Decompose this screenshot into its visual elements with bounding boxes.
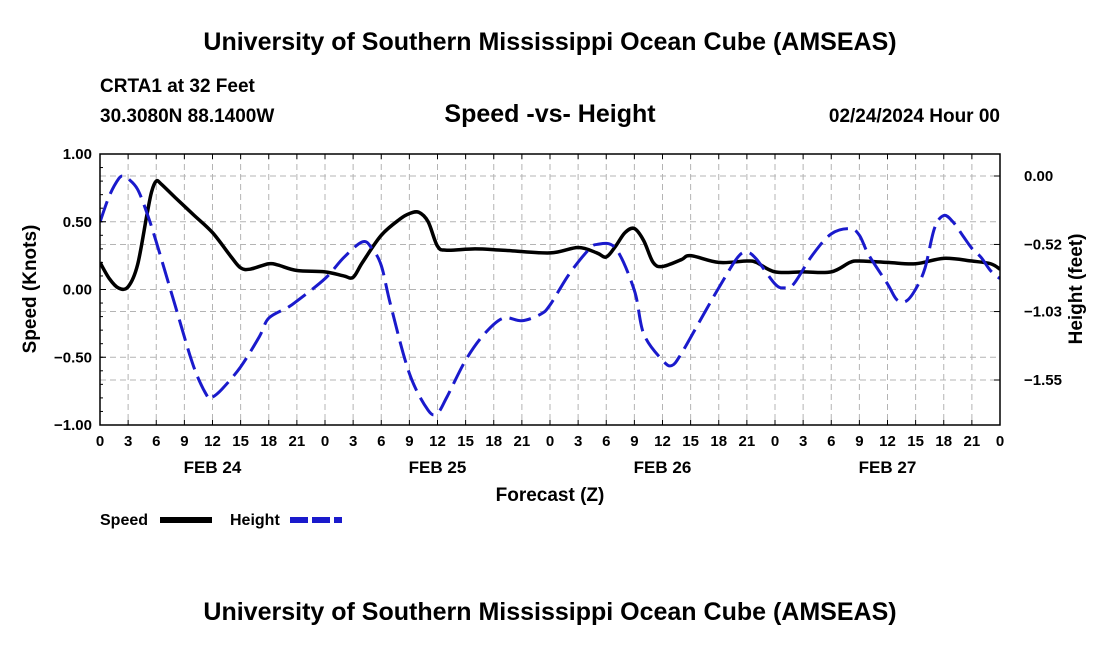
x-axis-label: Forecast (Z) bbox=[496, 485, 605, 506]
date-label: FEB 24 bbox=[184, 458, 242, 477]
page-title: University of Southern Mississippi Ocean… bbox=[203, 28, 897, 56]
x-tick-label: 0 bbox=[546, 433, 554, 450]
x-tick-label: 6 bbox=[152, 433, 160, 450]
x-tick-label: 21 bbox=[964, 433, 981, 450]
x-tick-label: 12 bbox=[429, 433, 446, 450]
y-tick-label-left: 0.50 bbox=[63, 214, 92, 231]
x-tick-label: 3 bbox=[799, 433, 807, 450]
x-tick-label: 3 bbox=[349, 433, 357, 450]
y-axis-label-left: Speed (Knots) bbox=[20, 225, 41, 354]
y-tick-label-left: −0.50 bbox=[54, 349, 92, 366]
x-tick-label: 6 bbox=[827, 433, 835, 450]
x-tick-label: 12 bbox=[204, 433, 221, 450]
y-tick-label-left: −1.00 bbox=[54, 417, 92, 434]
x-tick-label: 18 bbox=[935, 433, 952, 450]
y-axis-label-right: Height (feet) bbox=[1066, 234, 1087, 345]
x-tick-label: 0 bbox=[996, 433, 1004, 450]
x-tick-label: 12 bbox=[879, 433, 896, 450]
x-tick-label: 15 bbox=[682, 433, 699, 450]
x-tick-label: 21 bbox=[739, 433, 756, 450]
series-line-height bbox=[100, 174, 1000, 417]
legend: Speed Height bbox=[100, 512, 342, 529]
x-tick-label: 6 bbox=[602, 433, 610, 450]
legend-label-speed: Speed bbox=[100, 512, 148, 529]
date-label: FEB 26 bbox=[634, 458, 692, 477]
x-tick-label: 6 bbox=[377, 433, 385, 450]
station-label: CRTA1 at 32 Feet bbox=[100, 76, 255, 97]
x-tick-label: 0 bbox=[321, 433, 329, 450]
date-label: FEB 25 bbox=[409, 458, 467, 477]
x-tick-label: 9 bbox=[855, 433, 863, 450]
location-label: 30.3080N 88.1400W bbox=[100, 106, 275, 127]
x-tick-label: 15 bbox=[232, 433, 249, 450]
y-tick-label-right: −1.55 bbox=[1024, 372, 1062, 389]
x-tick-label: 9 bbox=[180, 433, 188, 450]
x-tick-label: 3 bbox=[124, 433, 132, 450]
x-tick-label: 0 bbox=[771, 433, 779, 450]
x-tick-label: 21 bbox=[289, 433, 306, 450]
x-tick-label: 21 bbox=[514, 433, 531, 450]
x-tick-label: 12 bbox=[654, 433, 671, 450]
x-tick-label: 9 bbox=[630, 433, 638, 450]
series-lines bbox=[100, 174, 1000, 417]
chart-title: Speed -vs- Height bbox=[444, 100, 656, 128]
y-tick-label-right: 0.00 bbox=[1024, 168, 1053, 185]
x-tick-label: 3 bbox=[574, 433, 582, 450]
x-tick-label: 0 bbox=[96, 433, 104, 450]
axes: 0 3 6 9 12 15 18 21 0 3 6 9 12 15 18 21 0 3 6 9 12 15 18 21 0 3 6 9… bbox=[54, 146, 1062, 477]
forecast-date: 02/24/2024 Hour 00 bbox=[828, 106, 1000, 127]
y-tick-label-left: 1.00 bbox=[63, 146, 92, 163]
y-tick-label-right: −0.52 bbox=[1024, 236, 1062, 253]
series-line-speed bbox=[100, 178, 1000, 292]
x-tick-label: 18 bbox=[710, 433, 727, 450]
footer-title: University of Southern Mississippi Ocean… bbox=[203, 598, 897, 626]
x-tick-label: 15 bbox=[457, 433, 474, 450]
grid-lines bbox=[100, 154, 1000, 425]
y-tick-label-left: 0.00 bbox=[63, 282, 92, 299]
x-tick-label: 9 bbox=[405, 433, 413, 450]
y-tick-label-right: −1.03 bbox=[1024, 304, 1062, 321]
legend-label-height: Height bbox=[230, 512, 280, 529]
x-tick-label: 18 bbox=[260, 433, 277, 450]
date-label: FEB 27 bbox=[859, 458, 917, 477]
x-tick-label: 15 bbox=[907, 433, 924, 450]
x-tick-label: 18 bbox=[485, 433, 502, 450]
